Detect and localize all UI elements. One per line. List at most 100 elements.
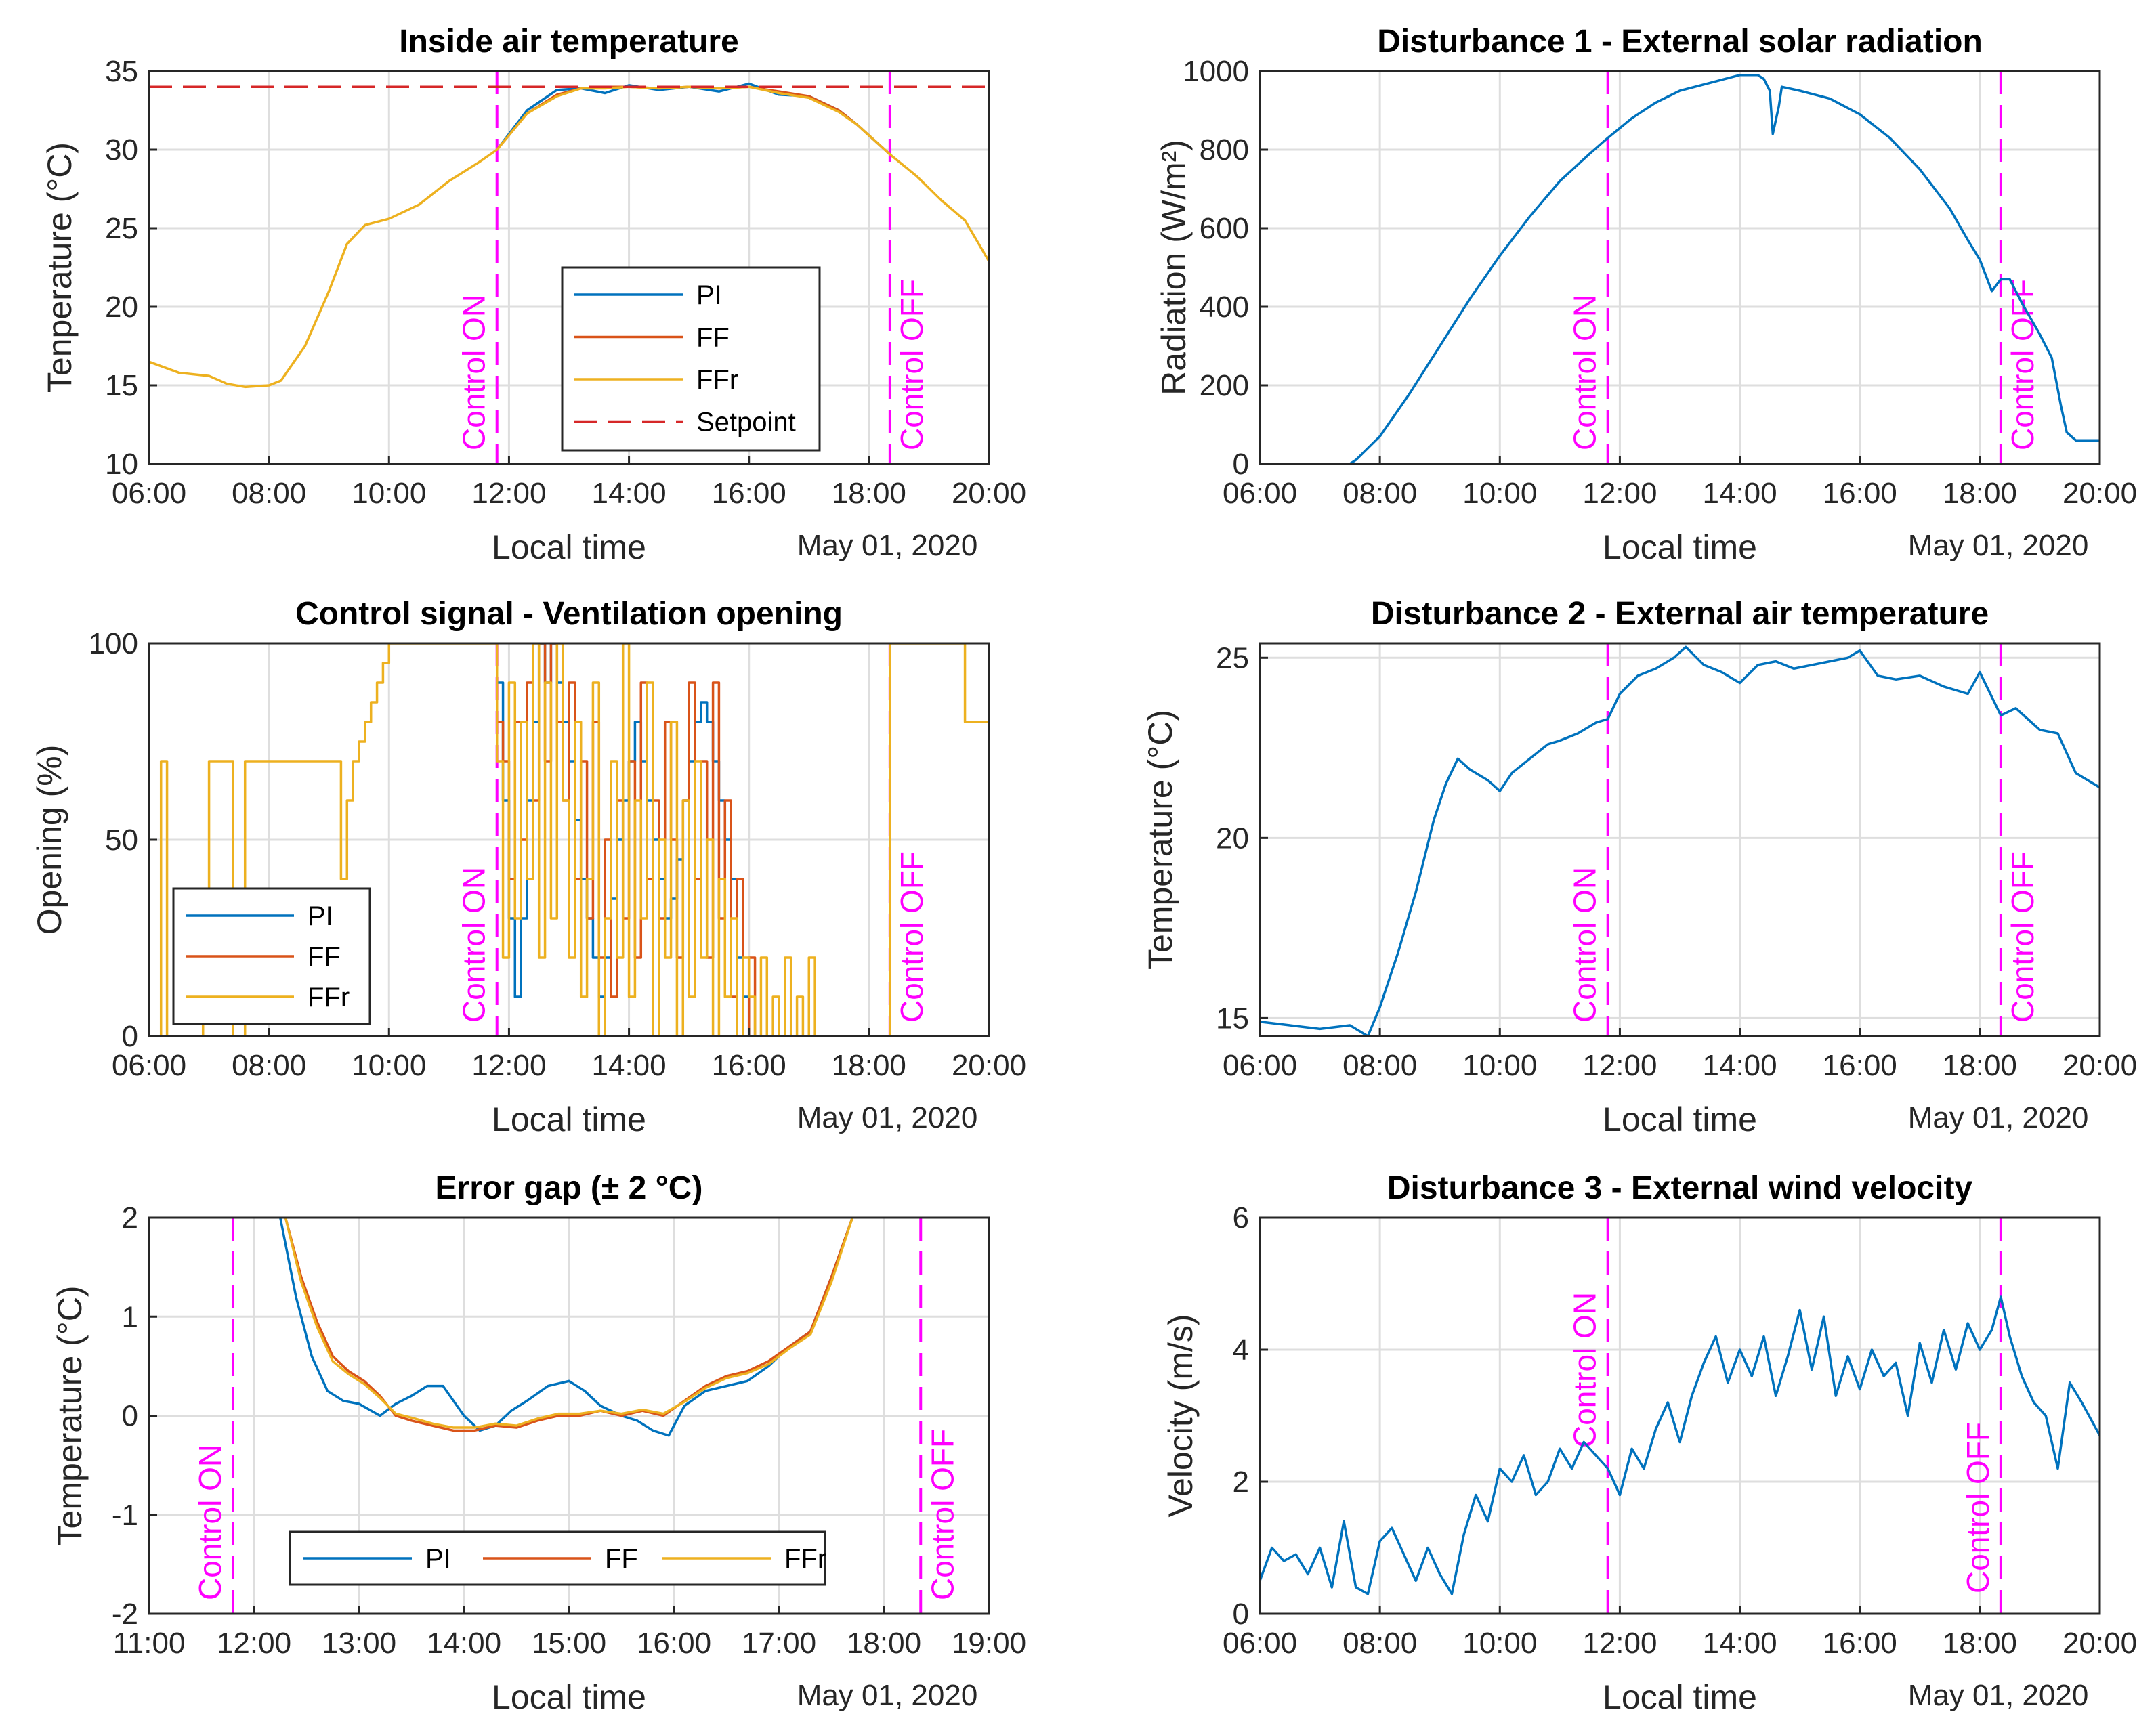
x-tick-label: 16:00 <box>637 1627 711 1660</box>
x-tick-label: 18:00 <box>1943 1627 2017 1660</box>
y-tick-label: 10 <box>105 448 138 481</box>
chart-c3: Control ON Control OFF 06:00 08:00 10:00 12:0… <box>30 596 1026 1138</box>
y-tick-label: 0 <box>1233 1598 1249 1631</box>
y-tick-label: 2 <box>1233 1465 1249 1499</box>
series-line-radiation <box>1260 74 2100 464</box>
y-tick-label: 0 <box>122 1020 138 1053</box>
y-tick-label: -1 <box>112 1499 138 1532</box>
date-label: May 01, 2020 <box>797 1679 978 1712</box>
date-label: May 01, 2020 <box>1908 1679 2089 1712</box>
x-tick-label: 12:00 <box>1582 1049 1657 1082</box>
y-tick-label: 800 <box>1200 133 1249 167</box>
x-tick-label: 15:00 <box>532 1627 606 1660</box>
y-tick-label: 4 <box>1233 1333 1249 1367</box>
x-tick-label: 14:00 <box>427 1627 501 1660</box>
legend-label-ff: FF <box>696 323 730 353</box>
x-tick-label: 20:00 <box>952 1049 1026 1082</box>
y-tick-label: 200 <box>1200 369 1249 402</box>
y-tick-label: 15 <box>105 369 138 402</box>
x-tick-label: 19:00 <box>952 1627 1026 1660</box>
marker-label-control-on: Control ON <box>457 295 492 450</box>
y-axis-label: Velocity (m/s) <box>1162 1314 1200 1517</box>
x-tick-label: 08:00 <box>232 477 306 510</box>
y-axis-label: Temperature (°C) <box>51 1286 89 1546</box>
chart-c2: Control ON Control OFF 06:00 08:00 10:00 12:0… <box>1155 24 2137 566</box>
series-line-external-air-temperature <box>1260 645 2100 1036</box>
x-tick-label: 18:00 <box>1943 1049 2017 1082</box>
series-line-wind-velocity <box>1260 1295 2100 1595</box>
series-line-ffr <box>284 1218 854 1429</box>
marker-label-control-off: Control OFF <box>1960 1422 1995 1593</box>
y-tick-label: 30 <box>105 133 138 167</box>
marker-label-control-on: Control ON <box>1567 867 1603 1023</box>
y-tick-label: 100 <box>89 627 138 660</box>
chart-title: Disturbance 2 - External air temperature <box>1371 596 1989 632</box>
x-tick-label: 16:00 <box>1823 1049 1897 1082</box>
date-label: May 01, 2020 <box>797 529 978 562</box>
x-tick-label: 16:00 <box>712 477 786 510</box>
y-tick-label: 0 <box>122 1400 138 1433</box>
marker-label-control-on: Control ON <box>1567 295 1603 450</box>
chart-title: Error gap (± 2 °C) <box>436 1170 703 1206</box>
x-tick-label: 08:00 <box>1343 1049 1417 1082</box>
legend-label-ffr: FFr <box>696 365 738 395</box>
x-tick-label: 18:00 <box>832 1049 906 1082</box>
marker-label-control-off: Control OFF <box>2005 851 2040 1023</box>
x-tick-label: 14:00 <box>1703 477 1777 510</box>
y-tick-label: 25 <box>105 212 138 245</box>
legend: PI FF FFr <box>172 887 371 1025</box>
legend-box <box>561 266 821 452</box>
legend-label-ffr: FFr <box>308 983 350 1012</box>
y-tick-label: 50 <box>105 823 138 857</box>
x-axis-label: Local time <box>1603 1100 1757 1138</box>
series-line-ffr <box>149 85 989 389</box>
x-tick-label: 06:00 <box>1223 1049 1297 1082</box>
x-tick-label: 08:00 <box>1343 1627 1417 1660</box>
date-label: May 01, 2020 <box>1908 1101 2089 1134</box>
legend: PI FF FFr Setpoint <box>561 266 821 452</box>
x-tick-label: 08:00 <box>232 1049 306 1082</box>
y-tick-label: 1 <box>122 1300 138 1333</box>
marker-label-control-off: Control OFF <box>894 851 929 1023</box>
legend-label-setpoint: Setpoint <box>696 408 796 437</box>
legend-label-pi: PI <box>425 1544 451 1574</box>
legend-label-ff: FF <box>308 942 341 972</box>
chart-c4: Control ON Control OFF 06:00 08:00 10:00 12:0… <box>1141 596 2137 1138</box>
legend-label-ffr: FFr <box>784 1544 826 1574</box>
x-tick-label: 10:00 <box>1462 1627 1537 1660</box>
x-tick-label: 20:00 <box>2063 1627 2137 1660</box>
x-tick-label: 06:00 <box>112 1049 186 1082</box>
chart-c1: Control ON Control OFF 06:00 08:00 10:00 12:0… <box>41 24 1026 566</box>
y-tick-label: -2 <box>112 1598 138 1631</box>
x-axis-label: Local time <box>492 1678 646 1716</box>
y-tick-label: 35 <box>105 55 138 88</box>
x-axis-label: Local time <box>492 1100 646 1138</box>
plot-area <box>1260 71 2100 464</box>
series-line-pi <box>279 1218 854 1437</box>
x-tick-label: 14:00 <box>592 1049 667 1082</box>
x-tick-label: 17:00 <box>742 1627 816 1660</box>
chart-title: Disturbance 3 - External wind velocity <box>1387 1170 1973 1206</box>
x-tick-label: 11:00 <box>113 1627 186 1660</box>
y-axis-label: Temperature (°C) <box>1141 710 1179 970</box>
x-axis-label: Local time <box>1603 528 1757 566</box>
y-axis-label: Radiation (W/m²) <box>1155 140 1193 395</box>
y-tick-label: 25 <box>1216 641 1249 674</box>
x-tick-label: 12:00 <box>471 1049 546 1082</box>
y-tick-label: 2 <box>122 1201 138 1235</box>
y-axis-label: Opening (%) <box>30 745 68 935</box>
chart-c6: Control ON Control OFF 06:00 08:00 10:00 12:0… <box>1162 1170 2137 1716</box>
x-tick-label: 14:00 <box>1703 1049 1777 1082</box>
chart-title: Disturbance 1 - External solar radiation <box>1377 24 1983 60</box>
chart-c5: Control ON Control OFF 11:00 12:00 13:00 14:0… <box>51 1170 1026 1716</box>
axes-box <box>1259 70 2101 465</box>
x-tick-label: 18:00 <box>832 477 906 510</box>
x-tick-label: 06:00 <box>112 477 186 510</box>
x-axis-label: Local time <box>1603 1678 1757 1716</box>
x-tick-label: 18:00 <box>847 1627 921 1660</box>
y-tick-label: 600 <box>1200 212 1249 245</box>
axes-box <box>148 70 990 465</box>
axes-box <box>1259 1216 2101 1615</box>
x-tick-label: 14:00 <box>592 477 667 510</box>
